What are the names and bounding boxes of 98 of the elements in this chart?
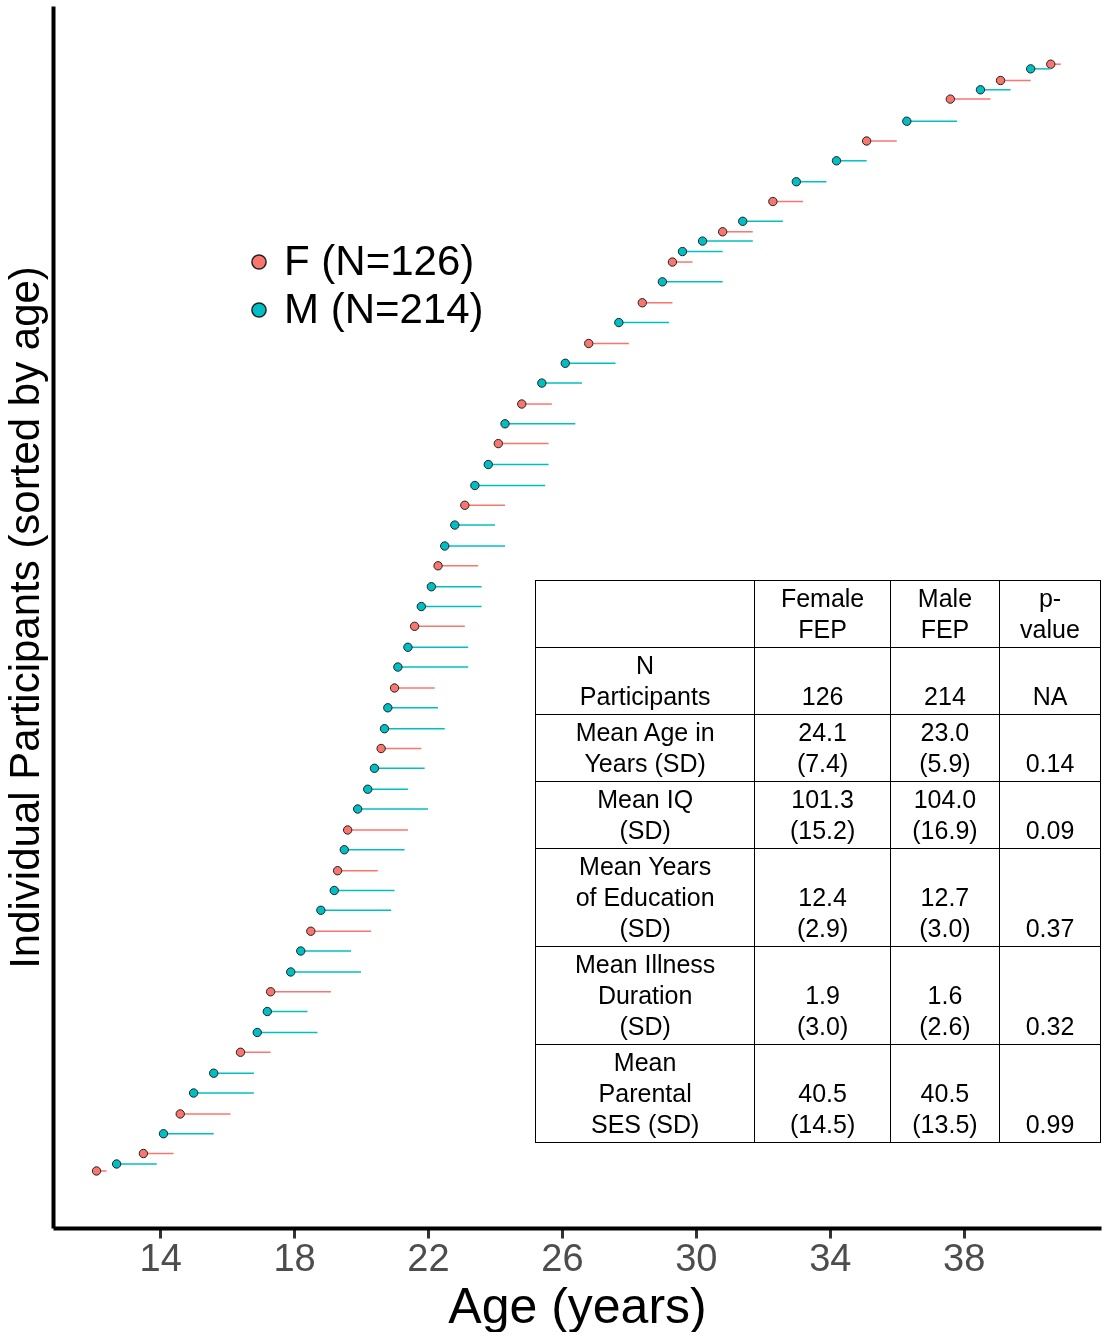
annotation: 40.5 (14.5): [754, 1044, 891, 1143]
point: [537, 378, 547, 388]
point: [342, 825, 353, 835]
point: [332, 866, 343, 876]
point: [637, 298, 647, 308]
point: [768, 196, 778, 207]
annotation: 1.9 (3.0): [754, 946, 891, 1045]
point: [262, 1006, 272, 1017]
y-axis-title: Individual Participants (sorted by age): [0, 266, 48, 969]
point: [861, 136, 872, 146]
point: [657, 277, 668, 287]
point: [265, 987, 276, 997]
point: [433, 561, 443, 571]
point: [138, 1148, 149, 1159]
annotation: 12.7 (3.0): [890, 848, 1000, 947]
x-tick-label: 22: [407, 1236, 450, 1279]
point: [252, 1027, 262, 1038]
point: [500, 419, 510, 429]
legend-label: F (N=126): [284, 237, 475, 284]
point: [560, 358, 570, 368]
point: [483, 459, 493, 470]
point: [945, 94, 956, 104]
point: [426, 582, 437, 592]
point: [717, 227, 728, 237]
annotation: 214: [890, 647, 1000, 715]
point: [493, 438, 503, 449]
annotation: 126: [754, 647, 891, 715]
point: [416, 601, 426, 612]
point: [584, 338, 594, 349]
annotation: 0.14: [999, 714, 1101, 782]
x-tick-label: 38: [943, 1236, 986, 1279]
x-tick-label: 26: [541, 1236, 584, 1279]
point: [175, 1109, 185, 1119]
point: [1026, 64, 1036, 74]
annotation: Male FEP: [890, 580, 1000, 648]
annotation: 0.32: [999, 946, 1101, 1045]
point: [379, 724, 390, 734]
annotation: Mean Years of Education (SD): [535, 848, 755, 947]
point: [383, 703, 393, 713]
annotation: 0.37: [999, 848, 1101, 947]
point: [738, 216, 748, 226]
x-tick-label: 14: [139, 1236, 182, 1279]
point: [306, 926, 316, 936]
point: [791, 177, 801, 187]
point: [831, 156, 842, 166]
point: [697, 236, 708, 246]
point: [667, 257, 678, 267]
point: [677, 246, 688, 257]
point: [369, 763, 380, 773]
legend-label: M (N=214): [284, 285, 484, 332]
point: [995, 75, 1006, 86]
annotation: 12.4 (2.9): [754, 848, 891, 947]
point: [902, 116, 912, 126]
annotation: Mean Parental SES (SD): [535, 1044, 755, 1143]
annotation: 104.0 (16.9): [890, 781, 1000, 849]
annotation: 0.99: [999, 1044, 1101, 1143]
point: [209, 1068, 219, 1078]
point: [450, 520, 460, 530]
point: [389, 683, 400, 693]
point: [339, 845, 349, 855]
point: [376, 743, 386, 754]
point: [393, 662, 403, 672]
point: [286, 967, 296, 977]
point: [517, 399, 527, 409]
annotation: 40.5 (13.5): [890, 1044, 1000, 1143]
annotation: 24.1 (7.4): [754, 714, 891, 782]
point: [111, 1159, 122, 1169]
point: [158, 1129, 169, 1139]
point: [316, 905, 326, 915]
annotation: 0.09: [999, 781, 1101, 849]
x-tick-label: 30: [675, 1236, 718, 1279]
point: [403, 642, 413, 652]
annotation: 23.0 (5.9): [890, 714, 1000, 782]
point: [329, 885, 339, 896]
point: [470, 480, 480, 491]
point: [460, 500, 470, 510]
annotation: N Participants: [535, 647, 755, 715]
annotation: NA: [999, 647, 1101, 715]
point: [440, 541, 450, 551]
point: [975, 85, 986, 95]
x-tick-label: 18: [273, 1236, 316, 1279]
point: [409, 621, 420, 631]
annotation: p- value: [999, 580, 1101, 648]
annotation: Mean Age in Years (SD): [535, 714, 755, 782]
annotation: Mean IQ (SD): [535, 781, 755, 849]
annotation: Female FEP: [754, 580, 891, 648]
point: [235, 1047, 246, 1057]
point: [353, 804, 363, 814]
point: [91, 1166, 102, 1176]
point: [363, 784, 373, 794]
point: [296, 946, 306, 956]
point: [614, 317, 624, 328]
x-tick-label: 34: [809, 1236, 852, 1279]
annotation: 1.6 (2.6): [890, 946, 1000, 1045]
annotation: Mean Illness Duration (SD): [535, 946, 755, 1045]
annotation: 101.3 (15.2): [754, 781, 891, 849]
point: [188, 1088, 199, 1098]
point: [1046, 59, 1056, 69]
